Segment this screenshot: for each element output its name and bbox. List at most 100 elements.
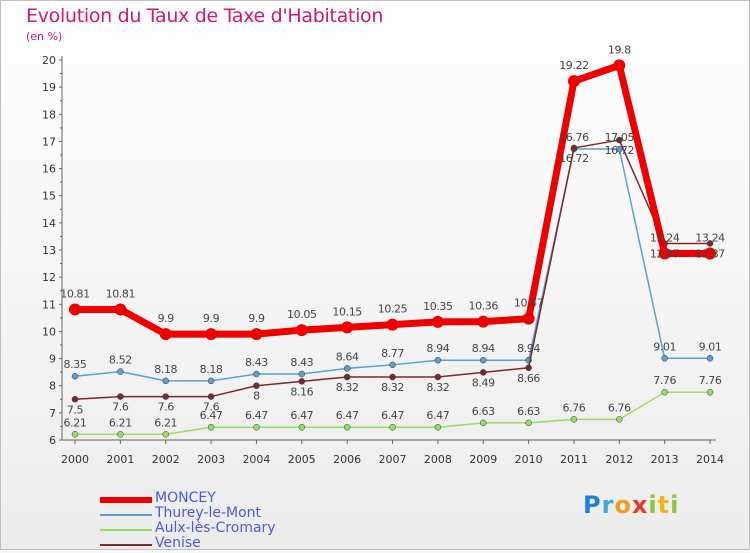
data-point-venise xyxy=(706,240,714,247)
y-tick-label: 14 xyxy=(42,217,56,230)
y-tick-label: 10 xyxy=(42,325,56,338)
data-label-thurey-le-mont: 8.35 xyxy=(64,358,87,371)
data-label-moncey: 9.9 xyxy=(158,312,175,325)
data-label-aulx-l-s-cromary: 6.21 xyxy=(154,416,177,429)
data-label-thurey-le-mont: 8.94 xyxy=(517,342,540,355)
data-label-aulx-l-s-cromary: 6.76 xyxy=(563,401,586,414)
data-point-venise xyxy=(162,393,169,400)
data-point-aulx-l-s-cromary xyxy=(117,431,124,438)
x-tick-label: 2004 xyxy=(242,453,270,466)
data-label-aulx-l-s-cromary: 6.47 xyxy=(200,409,223,422)
data-point-moncey xyxy=(386,318,399,331)
legend-swatch-moncey xyxy=(100,497,152,503)
y-tick-label: 19 xyxy=(42,81,56,94)
data-point-thurey-le-mont xyxy=(162,377,169,385)
data-label-thurey-le-mont: 9.01 xyxy=(653,340,676,353)
data-label-moncey: 10.35 xyxy=(423,300,453,313)
x-tick-label: 2006 xyxy=(333,453,361,466)
y-tick-label: 15 xyxy=(42,190,56,203)
data-label-venise: 8.32 xyxy=(426,381,449,394)
data-point-aulx-l-s-cromary xyxy=(661,388,668,396)
data-label-thurey-le-mont: 17.05 xyxy=(605,131,635,144)
chart-title: Evolution du Taux de Taxe d'Habitation xyxy=(26,5,384,27)
data-label-aulx-l-s-cromary: 6.76 xyxy=(608,401,631,414)
data-label-venise: 12.87 xyxy=(650,247,680,260)
data-point-moncey xyxy=(704,247,717,260)
data-point-venise xyxy=(71,396,79,403)
y-tick-label: 13 xyxy=(42,244,56,257)
data-point-thurey-le-mont xyxy=(389,361,396,369)
x-tick-label: 2009 xyxy=(469,453,497,466)
data-label-venise: 16.72 xyxy=(559,152,589,165)
data-label-venise: 12.87 xyxy=(695,247,725,260)
y-tick-label: 8 xyxy=(49,380,56,393)
data-point-venise xyxy=(389,373,396,381)
data-point-moncey xyxy=(205,328,218,341)
data-label-aulx-l-s-cromary: 6.21 xyxy=(64,416,87,429)
legend-swatch-venise xyxy=(100,544,152,546)
legend-label-moncey: MONCEY xyxy=(155,490,216,506)
x-tick-label: 2001 xyxy=(106,453,134,466)
data-label-thurey-le-mont: 8.94 xyxy=(472,342,495,355)
data-point-aulx-l-s-cromary xyxy=(616,416,623,423)
legend-label-thurey-le-mont: Thurey-le-Mont xyxy=(155,505,262,521)
data-label-venise: 8 xyxy=(253,390,260,403)
data-label-moncey: 10.81 xyxy=(60,287,90,300)
data-point-thurey-le-mont xyxy=(434,356,442,364)
y-tick-label: 9 xyxy=(49,353,56,366)
data-label-moncey: 9.9 xyxy=(248,312,265,325)
data-label-thurey-le-mont: 8.43 xyxy=(245,356,268,369)
data-point-moncey xyxy=(114,303,127,316)
data-point-aulx-l-s-cromary xyxy=(706,388,714,396)
x-tick-label: 2010 xyxy=(515,453,543,466)
data-label-thurey-le-mont: 8.77 xyxy=(381,347,404,360)
legend-label-venise: Venise xyxy=(155,535,201,551)
data-label-thurey-le-mont: 8.18 xyxy=(200,363,223,376)
data-label-venise: 8.66 xyxy=(517,372,540,385)
data-label-venise: 8.49 xyxy=(472,376,495,389)
data-label-moncey: 9.9 xyxy=(203,312,220,325)
data-label-thurey-le-mont: 9.01 xyxy=(699,340,722,353)
data-point-thurey-le-mont xyxy=(117,368,124,375)
data-point-thurey-le-mont xyxy=(298,370,306,378)
data-label-aulx-l-s-cromary: 7.76 xyxy=(653,374,676,387)
data-label-venise: 8.16 xyxy=(290,385,313,398)
data-label-thurey-le-mont: 8.43 xyxy=(290,356,313,369)
data-label-venise: 8.32 xyxy=(336,381,359,394)
data-label-thurey-le-mont: 8.94 xyxy=(426,342,449,355)
data-label-venise: 7.6 xyxy=(203,401,220,414)
data-label-moncey: 10.36 xyxy=(468,300,498,313)
data-point-venise xyxy=(616,136,623,144)
data-point-moncey xyxy=(159,328,172,341)
data-label-thurey-le-mont: 8.52 xyxy=(109,354,132,367)
x-tick-label: 2008 xyxy=(424,453,452,466)
y-tick-label: 6 xyxy=(49,434,56,447)
data-label-venise: 7.6 xyxy=(112,401,129,414)
data-point-aulx-l-s-cromary xyxy=(479,419,487,427)
data-label-venise: 7.5 xyxy=(67,403,84,416)
data-point-aulx-l-s-cromary xyxy=(298,423,306,431)
data-point-thurey-le-mont xyxy=(706,355,714,362)
data-point-moncey xyxy=(477,315,490,328)
x-tick-label: 2007 xyxy=(379,453,407,466)
data-point-thurey-le-mont xyxy=(479,356,487,364)
data-point-thurey-le-mont xyxy=(207,377,215,385)
data-label-aulx-l-s-cromary: 6.21 xyxy=(109,416,132,429)
y-tick-label: 11 xyxy=(42,298,56,311)
data-point-moncey xyxy=(658,247,671,260)
data-point-moncey xyxy=(522,312,535,325)
data-point-venise xyxy=(298,378,306,385)
data-point-moncey xyxy=(567,75,580,88)
data-label-aulx-l-s-cromary: 6.47 xyxy=(426,409,449,422)
data-point-moncey xyxy=(250,328,263,341)
data-point-venise xyxy=(525,364,532,372)
data-label-aulx-l-s-cromary: 6.47 xyxy=(381,409,404,422)
data-point-moncey xyxy=(295,324,308,337)
x-tick-label: 2003 xyxy=(197,453,225,466)
legend-swatch-thurey-le-mont xyxy=(100,514,152,516)
data-point-venise xyxy=(253,382,260,389)
x-tick-label: 2005 xyxy=(288,453,316,466)
data-point-thurey-le-mont xyxy=(253,370,260,378)
data-point-moncey xyxy=(341,321,354,334)
y-tick-label: 17 xyxy=(42,135,56,148)
